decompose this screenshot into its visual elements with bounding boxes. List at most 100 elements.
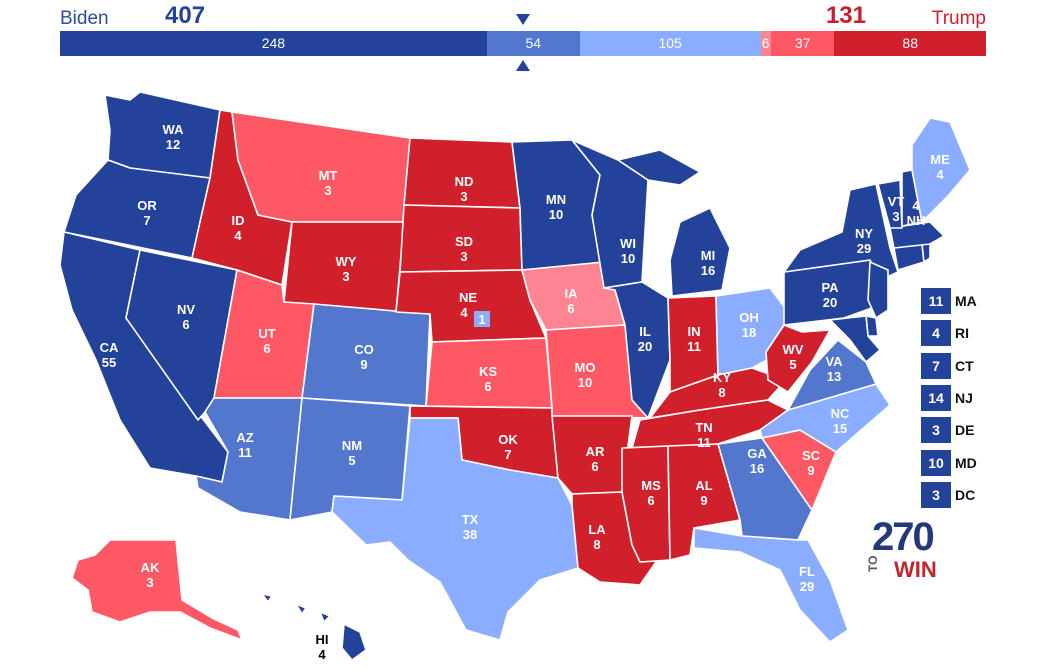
state-NJ[interactable] [867, 261, 889, 319]
state-label-OK: OK 7 [498, 432, 518, 462]
state-label-NE: NE 4 [459, 290, 477, 320]
state-MT[interactable] [231, 111, 411, 223]
small-state-ev: 3 [921, 417, 951, 444]
bar-segment-safe_d: 248 [60, 31, 487, 56]
logo-number: 270 [872, 515, 935, 559]
state-label-MI: MI 16 [701, 248, 715, 278]
state-label-GA: GA 16 [747, 446, 767, 476]
state-label-VA: VA 13 [825, 354, 843, 384]
state-label-IA: IA 6 [565, 286, 579, 316]
small-state-abbr: DC [955, 486, 976, 503]
state-label-FL: FL 29 [799, 564, 815, 594]
state-TX[interactable] [331, 417, 579, 641]
logo-win: WIN [894, 557, 937, 582]
state-label-AK: AK 3 [141, 560, 160, 590]
small-state-DC[interactable]: 3 DC [921, 481, 1011, 508]
small-state-NJ[interactable]: 14 NJ [921, 384, 1011, 411]
small-state-abbr: DE [955, 422, 975, 439]
state-label-MN: MN 10 [546, 192, 566, 222]
state-label-WA: WA 12 [163, 122, 185, 152]
state-FL[interactable] [693, 527, 849, 643]
state-MD[interactable] [829, 315, 881, 363]
small-state-MA[interactable]: 11 MA [921, 288, 1011, 314]
state-MI-upper[interactable] [617, 149, 701, 186]
state-RI[interactable] [921, 243, 931, 263]
state-label-MT: MT 3 [319, 168, 338, 198]
state-label-ID: ID 4 [232, 213, 245, 243]
state-label-NH-ev: 4 [912, 198, 920, 213]
bar-segment-lean_d: 105 [579, 31, 761, 56]
state-label-IN: IN 11 [687, 324, 701, 354]
small-state-DE[interactable]: 3 DE [921, 417, 1011, 444]
state-label-SD: SD 3 [455, 234, 473, 264]
state-label-NM: NM 5 [342, 438, 362, 468]
biden-total: 407 [165, 2, 206, 29]
state-label-MO: MO 10 [575, 360, 596, 390]
bar-segment-tilt_r: 6 [760, 31, 771, 56]
state-label-OR: OR 7 [137, 198, 157, 228]
small-state-ev: 14 [921, 384, 951, 411]
ne-district-box[interactable] [474, 311, 490, 327]
state-label-TX: TX 38 [462, 512, 479, 542]
small-state-ev: 10 [921, 449, 951, 476]
state-label-UT: UT 6 [258, 326, 275, 356]
state-label-WI: WI 10 [620, 236, 636, 266]
state-label-NY: NY 29 [855, 226, 873, 256]
small-state-ev: 11 [921, 288, 951, 314]
state-label-AL: AL 9 [695, 478, 712, 508]
bar-segment-safe_r: 88 [834, 31, 986, 56]
small-state-ev: 7 [921, 352, 951, 379]
state-MA[interactable] [889, 221, 945, 249]
state-HI[interactable] [261, 593, 367, 661]
state-label-WY: WY 3 [336, 254, 357, 284]
state-label-NC: NC 15 [831, 406, 850, 436]
small-state-abbr: MA [955, 293, 977, 309]
electoral-header: Biden 407 131 Trump 248 54 105 6 37 88 [60, 0, 986, 71]
state-label-WV: WV 5 [783, 342, 804, 372]
270towin-logo: 270 TO WIN [866, 515, 944, 584]
state-label-ME: ME 4 [930, 152, 950, 182]
trump-total: 131 [825, 2, 866, 29]
small-state-RI[interactable]: 4 RI [921, 320, 1011, 347]
state-WV[interactable] [765, 324, 831, 393]
270-marker-top-icon [516, 14, 530, 25]
state-label-PA: PA 20 [821, 280, 839, 310]
small-state-abbr: RI [955, 325, 969, 342]
state-label-VT: VT 3 [888, 194, 905, 224]
state-label-IL: IL 20 [638, 324, 652, 354]
state-MI[interactable] [669, 207, 731, 297]
small-state-abbr: CT [955, 357, 974, 374]
state-label-CO: CO 9 [354, 342, 374, 372]
state-VA[interactable] [787, 339, 877, 411]
state-label-KY: KY 8 [713, 370, 731, 400]
trump-name: Trump [931, 8, 986, 29]
state-label-OH: OH 18 [739, 310, 759, 340]
state-label-KS: KS 6 [479, 364, 497, 394]
state-label-NH: NH [907, 213, 926, 228]
state-label-NV: NV 6 [177, 302, 195, 332]
state-label-TN: TN 11 [695, 420, 712, 450]
logo-to: TO [866, 555, 880, 572]
state-label-AZ: AZ 11 [236, 430, 253, 460]
ne-district-ev: 1 [478, 312, 485, 327]
state-ME[interactable] [911, 117, 971, 223]
state-label-HI: HI 4 [316, 632, 329, 662]
small-state-abbr: NJ [955, 389, 973, 406]
small-state-abbr: MD [955, 454, 977, 471]
state-label-LA: LA 8 [588, 522, 606, 552]
electoral-vote-bar: 248 54 105 6 37 88 [60, 31, 986, 56]
bar-segment-lean_r: 37 [770, 31, 835, 56]
state-VT[interactable] [877, 179, 903, 229]
state-label-AR: AR 6 [586, 444, 605, 474]
state-label-CA: CA 55 [100, 340, 119, 370]
small-state-MD[interactable]: 10 MD [921, 449, 1011, 476]
state-label-MS: MS 6 [641, 478, 661, 508]
biden-name: Biden [60, 8, 109, 29]
small-state-ev: 3 [921, 481, 951, 508]
state-label-SC: SC 9 [802, 448, 821, 478]
small-state-CT[interactable]: 7 CT [921, 352, 1011, 379]
state-label-ND: ND 3 [455, 174, 474, 204]
small-state-ev: 4 [921, 320, 951, 347]
state-AK[interactable] [71, 539, 243, 641]
